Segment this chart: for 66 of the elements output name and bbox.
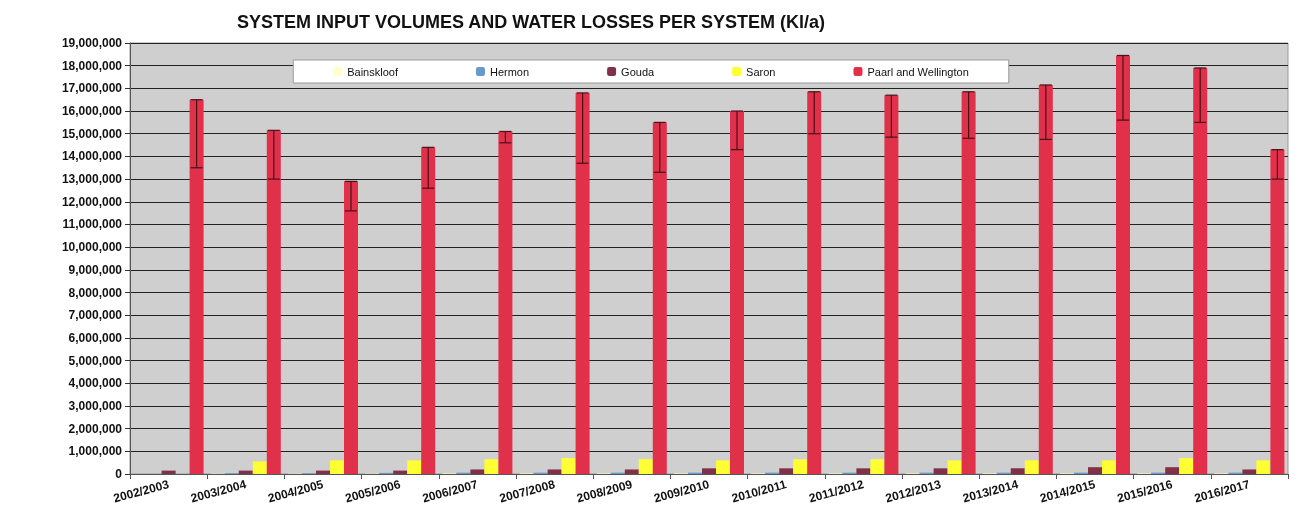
y-tick-label: 4,000,000 bbox=[68, 376, 123, 391]
bar bbox=[961, 91, 976, 474]
legend-label: Paarl and Wellington bbox=[867, 65, 969, 78]
bar bbox=[779, 468, 794, 474]
bar bbox=[547, 469, 562, 474]
y-tick-label: 8,000,000 bbox=[68, 285, 123, 300]
bar bbox=[1116, 55, 1130, 474]
bar bbox=[807, 91, 822, 474]
bar bbox=[470, 469, 485, 474]
bar bbox=[421, 147, 436, 474]
bar bbox=[702, 468, 716, 474]
bar bbox=[716, 460, 730, 474]
bar bbox=[638, 459, 653, 474]
y-tick-label: 7,000,000 bbox=[68, 308, 123, 323]
legend-label: Bainskloof bbox=[347, 65, 399, 78]
y-tick-label: 2,000,000 bbox=[68, 421, 123, 436]
bar bbox=[575, 92, 590, 474]
bar bbox=[1038, 84, 1053, 474]
chart-title: SYSTEM INPUT VOLUMES AND WATER LOSSES PER SYSTEM (Kl/a) bbox=[237, 12, 826, 32]
y-tick-label: 19,000,000 bbox=[61, 36, 123, 50]
bar bbox=[624, 469, 639, 474]
bar bbox=[1010, 468, 1025, 474]
y-tick-label: 14,000,000 bbox=[61, 149, 123, 164]
bar bbox=[730, 111, 744, 474]
legend-label: Gouda bbox=[621, 65, 655, 78]
y-tick-label: 0 bbox=[115, 467, 123, 481]
bar bbox=[1256, 460, 1271, 474]
bar bbox=[344, 181, 358, 474]
bar bbox=[947, 460, 962, 474]
y-tick-label: 9,000,000 bbox=[68, 262, 123, 277]
bar bbox=[1102, 460, 1116, 474]
y-tick-label: 12,000,000 bbox=[61, 194, 123, 209]
y-tick-label: 11,000,000 bbox=[62, 217, 123, 232]
bar bbox=[252, 461, 267, 474]
bar bbox=[484, 459, 499, 474]
y-tick-label: 16,000,000 bbox=[61, 104, 123, 119]
y-tick-label: 15,000,000 bbox=[61, 126, 123, 141]
y-tick-label: 18,000,000 bbox=[61, 58, 123, 73]
bar bbox=[1165, 467, 1180, 474]
bar bbox=[1193, 67, 1208, 474]
bar bbox=[652, 122, 667, 474]
y-tick-label: 10,000,000 bbox=[61, 240, 123, 255]
y-tick-label: 5,000,000 bbox=[68, 353, 123, 368]
bar bbox=[1179, 458, 1194, 474]
bar bbox=[793, 459, 808, 474]
bar bbox=[933, 468, 948, 474]
bar bbox=[266, 130, 281, 474]
bar bbox=[870, 459, 885, 474]
bar bbox=[189, 99, 204, 474]
y-tick-label: 13,000,000 bbox=[61, 172, 123, 187]
bar bbox=[330, 460, 344, 474]
bar bbox=[1270, 149, 1285, 474]
y-tick-label: 3,000,000 bbox=[68, 398, 123, 413]
bar bbox=[407, 460, 422, 474]
y-tick-label: 6,000,000 bbox=[68, 330, 123, 345]
legend-label: Hermon bbox=[489, 65, 530, 78]
bar bbox=[498, 131, 513, 474]
legend-label: Saron bbox=[746, 65, 776, 78]
bar bbox=[1024, 460, 1039, 474]
y-tick-label: 17,000,000 bbox=[61, 81, 123, 96]
bar bbox=[1242, 469, 1257, 474]
bar bbox=[884, 95, 899, 474]
y-tick-label: 1,000,000 bbox=[68, 444, 123, 459]
bar bbox=[561, 458, 576, 474]
bar bbox=[1088, 467, 1102, 474]
bar bbox=[856, 468, 871, 474]
